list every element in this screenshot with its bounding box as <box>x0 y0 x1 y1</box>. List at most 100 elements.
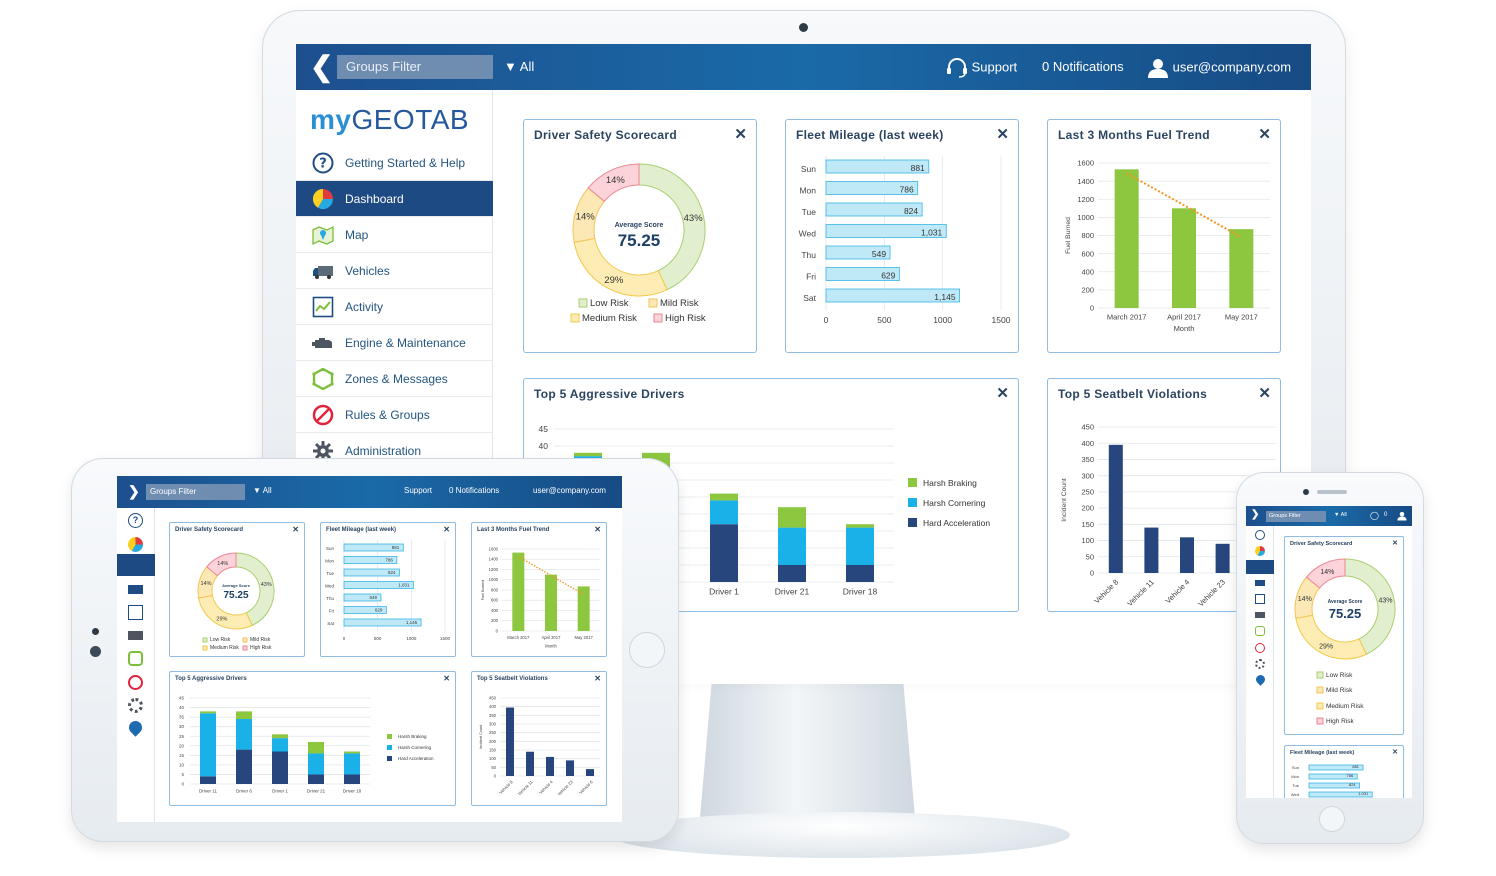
y-tick-label: 150 <box>489 747 497 752</box>
phone-user-icon[interactable] <box>1397 511 1407 521</box>
phone-nav-rules[interactable] <box>1255 643 1265 653</box>
phone-all-dropdown[interactable]: ▼ All <box>1334 512 1347 518</box>
groups-filter-input[interactable]: Groups Filter <box>337 55 493 79</box>
legend-swatch <box>387 756 392 761</box>
tablet-groups-filter[interactable]: Groups Filter <box>146 484 245 500</box>
user-menu[interactable]: user@company.com <box>1147 58 1291 78</box>
x-tick-label: 500 <box>374 636 382 641</box>
tablet-nav-zones[interactable] <box>128 651 143 666</box>
close-icon[interactable]: ✕ <box>443 525 450 534</box>
close-icon[interactable]: ✕ <box>1258 385 1271 402</box>
close-icon[interactable]: ✕ <box>1392 749 1398 756</box>
tablet-nav-map-active[interactable] <box>117 554 155 576</box>
y-tick-label: 40 <box>539 441 549 451</box>
nav-item-dashboard[interactable]: Dashboard <box>296 181 493 217</box>
support-label: Support <box>971 59 1018 75</box>
phone-nav-location[interactable] <box>1254 673 1267 686</box>
phone-groups-filter[interactable]: Groups Filter <box>1266 511 1326 522</box>
nav-item-zones[interactable]: Zones & Messages <box>296 361 493 397</box>
legend-swatch <box>908 498 917 507</box>
close-icon[interactable]: ✕ <box>292 525 299 534</box>
nav-item-vehicles[interactable]: Vehicles <box>296 253 493 289</box>
bar-value-label: 881 <box>392 545 400 550</box>
tablet-nav-activity[interactable] <box>128 605 143 620</box>
legend-label: Harsh Cornering <box>923 498 986 508</box>
slice-label: 14% <box>1298 596 1312 603</box>
mygeotab-logo[interactable]: myGEOTAB <box>310 104 469 136</box>
center-value: 75.25 <box>618 231 661 250</box>
tablet-nav-engine[interactable] <box>128 631 143 640</box>
y-tick-label: 45 <box>539 424 549 434</box>
logo-geotab: GEOTAB <box>351 104 470 135</box>
tablet-home-button[interactable] <box>629 632 665 668</box>
tablet-all-dropdown[interactable]: ▼ All <box>253 486 272 495</box>
tablet-nav-help[interactable]: ? <box>128 513 143 528</box>
close-icon[interactable]: ✕ <box>996 385 1009 402</box>
tablet-seatbelt-card: Top 5 Seatbelt Violations ✕ 0 50 100 150 200… <box>471 671 607 806</box>
tablet-nav-vehicles[interactable] <box>128 585 143 594</box>
phone-nav-map-active[interactable] <box>1246 560 1274 574</box>
close-icon[interactable]: ✕ <box>734 126 747 143</box>
tablet-chevron-icon[interactable]: ❯ <box>128 483 140 499</box>
tablet-nav-admin[interactable] <box>128 698 143 713</box>
tablet-nav-location[interactable] <box>126 718 145 737</box>
card-title: Top 5 Seatbelt Violations <box>1058 387 1208 401</box>
tablet-notifications[interactable]: 0 Notifications <box>449 486 500 495</box>
close-icon[interactable]: ✕ <box>1258 126 1271 143</box>
phone-top-bar: ❯ Groups Filter ▼ All ◯ 0 <box>1246 506 1412 526</box>
y-axis-title: Incident Count <box>1061 478 1068 522</box>
nav-item-help[interactable]: ? Getting Started & Help <box>296 145 493 181</box>
nav-item-rules[interactable]: Rules & Groups <box>296 397 493 433</box>
phone-nav-help[interactable] <box>1255 530 1265 540</box>
tablet-nav-dashboard[interactable] <box>128 537 143 552</box>
phone-nav-activity[interactable] <box>1255 594 1265 604</box>
notifications-link[interactable]: 0 Notifications <box>1042 59 1124 74</box>
nav-item-activity[interactable]: Activity <box>296 289 493 325</box>
groups-all-dropdown[interactable]: ▼ All <box>504 59 534 74</box>
donut-slice-high-risk <box>587 163 640 203</box>
x-tick-label: 1500 <box>440 636 451 641</box>
phone-nav-vehicles[interactable] <box>1255 580 1265 586</box>
phone-notification-count[interactable]: 0 <box>1384 512 1388 518</box>
close-icon[interactable]: ✕ <box>594 525 601 534</box>
y-tick-label: 0 <box>494 773 497 778</box>
support-link[interactable]: Support <box>946 58 1017 78</box>
tablet-nav-rules[interactable] <box>128 675 143 690</box>
tablet-support[interactable]: Support <box>404 486 433 495</box>
close-icon[interactable]: ✕ <box>443 674 450 683</box>
tablet-mileage-chart: 0 500 1000 1500 Sun 881 Mon 786 Tue 824 Wed 1,031 Th… <box>325 540 451 641</box>
close-icon[interactable]: ✕ <box>1392 540 1398 547</box>
bar-value-label: 881 <box>1352 764 1359 769</box>
mileage-bar <box>825 202 923 217</box>
phone-nav-dashboard[interactable] <box>1255 546 1265 556</box>
phone-nav-engine[interactable] <box>1255 612 1265 618</box>
mileage-bar <box>825 159 930 174</box>
legend-swatch <box>653 313 663 323</box>
y-tick-label: 200 <box>1081 286 1094 295</box>
bar-value-label: 824 <box>388 570 396 575</box>
y-category-label: Mon <box>1291 774 1299 779</box>
nav-item-engine[interactable]: Engine & Maintenance <box>296 325 493 361</box>
phone-support-icon[interactable]: ◯ <box>1370 511 1379 520</box>
user-icon <box>1148 59 1168 78</box>
back-chevron-icon[interactable]: ❮ <box>310 51 334 82</box>
stacked-bar-segment <box>308 774 324 784</box>
legend-label: Harsh Cornering <box>398 745 432 750</box>
nav-item-map[interactable]: Map <box>296 217 493 253</box>
close-icon[interactable]: ✕ <box>996 126 1009 143</box>
nav-label: Engine & Maintenance <box>345 336 466 350</box>
x-category-label: Driver 21 <box>775 587 810 597</box>
phone-nav-zones[interactable] <box>1255 626 1265 636</box>
close-icon[interactable]: ✕ <box>594 674 601 683</box>
phone-chevron-icon[interactable]: ❯ <box>1251 509 1260 520</box>
phone-nav-admin[interactable] <box>1255 659 1265 669</box>
x-category-label: Driver 11 <box>199 789 217 794</box>
seatbelt-bar <box>1180 537 1194 573</box>
y-tick-label: 20 <box>179 743 185 748</box>
phone-home-button[interactable] <box>1319 806 1345 832</box>
legend-swatch <box>1316 686 1324 694</box>
tablet-camera <box>92 628 99 635</box>
y-category-label: Tue <box>802 207 817 217</box>
y-tick-label: 0 <box>181 782 184 787</box>
tablet-user[interactable]: user@company.com <box>533 486 606 495</box>
